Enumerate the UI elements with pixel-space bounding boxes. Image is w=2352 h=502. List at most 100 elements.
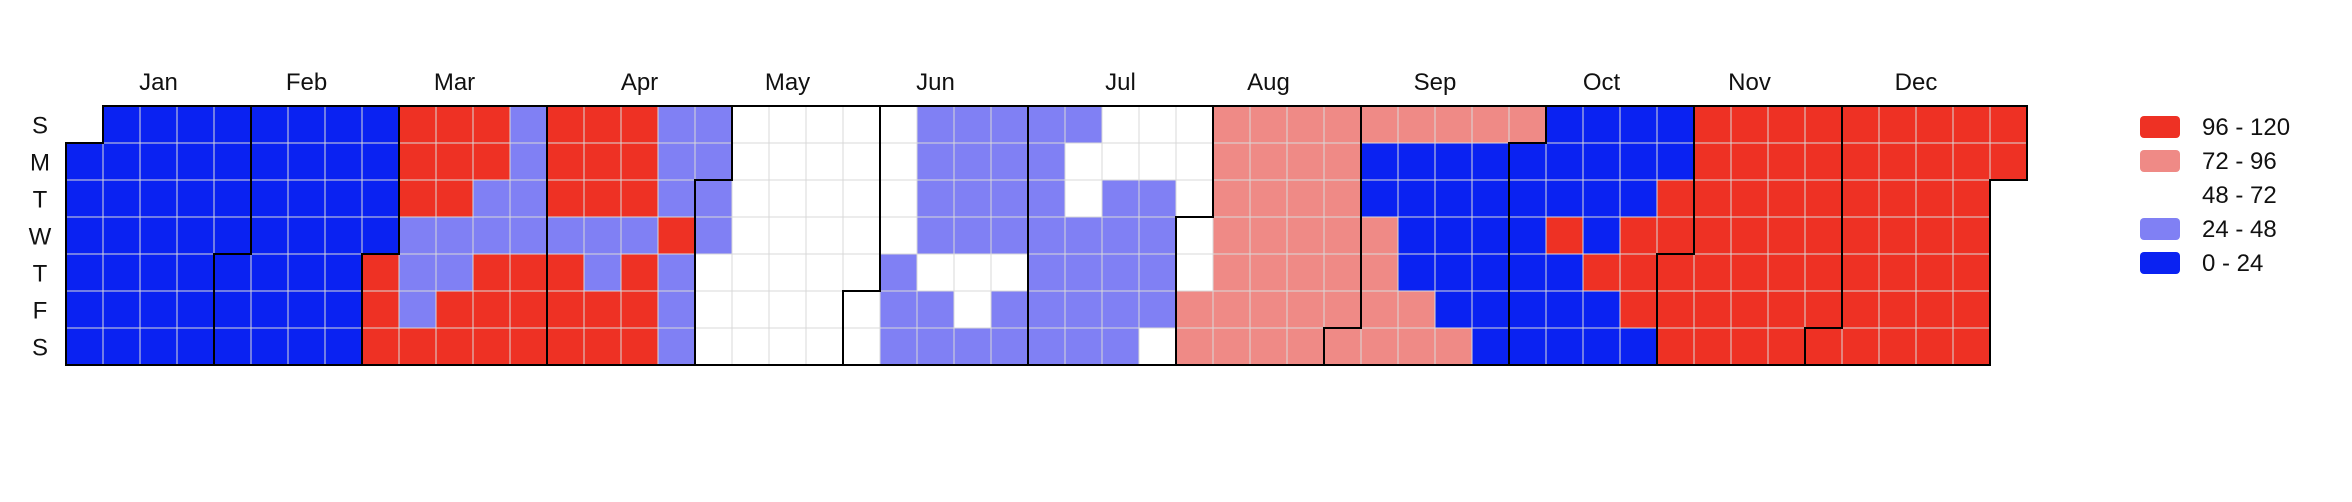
day-cell: [1286, 142, 1325, 181]
day-cell: [250, 179, 289, 218]
day-cell: [1064, 253, 1103, 292]
day-cell: [1804, 216, 1843, 255]
day-cell: [250, 327, 289, 366]
day-cell: [139, 142, 178, 181]
day-cell: [1434, 105, 1473, 144]
day-cell: [1878, 105, 1917, 144]
legend-label: 48 - 72: [2202, 182, 2277, 209]
day-cell: [1508, 327, 1547, 366]
day-cell: [435, 216, 474, 255]
day-cell: [694, 142, 733, 181]
day-cell: [1360, 216, 1399, 255]
day-cell: [805, 253, 844, 292]
day-cell: [1397, 253, 1436, 292]
day-cell: [398, 179, 437, 218]
day-cell: [1841, 142, 1880, 181]
day-cell: [398, 327, 437, 366]
legend-swatch: [2140, 218, 2180, 240]
day-cell: [1582, 105, 1621, 144]
day-cell: [1878, 327, 1917, 366]
day-cell: [546, 142, 585, 181]
day-cell: [1249, 105, 1288, 144]
day-cell: [1767, 142, 1806, 181]
day-cell: [1027, 105, 1066, 144]
day-cell: [1693, 253, 1732, 292]
day-cell: [1471, 105, 1510, 144]
legend-swatch: [2140, 252, 2180, 274]
heatmap-cells: [65, 105, 2028, 366]
day-cell: [805, 327, 844, 366]
day-cell: [509, 105, 548, 144]
day-cell: [731, 105, 770, 144]
day-cell: [1064, 216, 1103, 255]
day-cell: [361, 253, 400, 292]
day-cell: [213, 105, 252, 144]
day-cell: [1878, 216, 1917, 255]
day-cell: [1989, 142, 2028, 181]
day-cell: [65, 179, 104, 218]
day-cell: [879, 290, 918, 329]
day-cell: [1915, 327, 1954, 366]
day-cell: [805, 105, 844, 144]
day-cell: [1693, 327, 1732, 366]
day-cell: [1582, 179, 1621, 218]
day-cell: [953, 253, 992, 292]
day-cell: [213, 327, 252, 366]
day-cell: [1138, 253, 1177, 292]
day-cell: [287, 179, 326, 218]
day-cell: [879, 105, 918, 144]
day-cell: [1286, 290, 1325, 329]
day-cell: [546, 179, 585, 218]
day-cell: [1582, 253, 1621, 292]
day-cell: [990, 105, 1029, 144]
day-cell: [916, 216, 955, 255]
day-cell: [916, 142, 955, 181]
day-cell: [139, 253, 178, 292]
day-cell: [657, 253, 696, 292]
month-border: [1804, 105, 2028, 366]
day-cell: [990, 216, 1029, 255]
day-cell: [1101, 253, 1140, 292]
day-cell: [731, 179, 770, 218]
day-cell: [620, 105, 659, 144]
weekday-label: T: [33, 261, 48, 288]
day-cell: [1101, 290, 1140, 329]
day-cell: [916, 327, 955, 366]
day-cell: [583, 216, 622, 255]
day-cell: [1434, 253, 1473, 292]
day-cell: [1841, 327, 1880, 366]
weekday-label: F: [33, 298, 48, 325]
day-cell: [768, 216, 807, 255]
day-cell: [102, 290, 141, 329]
day-cell: [1212, 253, 1251, 292]
day-cell: [1656, 290, 1695, 329]
day-cell: [1064, 327, 1103, 366]
day-cell: [990, 290, 1029, 329]
day-cell: [1619, 290, 1658, 329]
day-cell: [953, 105, 992, 144]
day-cell: [361, 290, 400, 329]
day-cell: [213, 216, 252, 255]
day-cell: [1323, 327, 1362, 366]
day-cell: [620, 290, 659, 329]
month-label: Nov: [1728, 69, 1771, 96]
day-cell: [1212, 105, 1251, 144]
day-cell: [916, 105, 955, 144]
day-cell: [435, 179, 474, 218]
day-cell: [1323, 253, 1362, 292]
day-cell: [1249, 327, 1288, 366]
day-cell: [805, 142, 844, 181]
day-cell: [1730, 216, 1769, 255]
day-cell: [435, 253, 474, 292]
day-cell: [1508, 142, 1547, 181]
day-cell: [842, 179, 881, 218]
month-label: Jan: [139, 69, 178, 96]
day-cell: [324, 179, 363, 218]
day-cell: [1360, 179, 1399, 218]
day-cell: [398, 216, 437, 255]
day-cell: [1804, 253, 1843, 292]
day-cell: [546, 216, 585, 255]
legend-swatch: [2140, 150, 2180, 172]
day-cell: [1360, 290, 1399, 329]
day-cell: [731, 290, 770, 329]
